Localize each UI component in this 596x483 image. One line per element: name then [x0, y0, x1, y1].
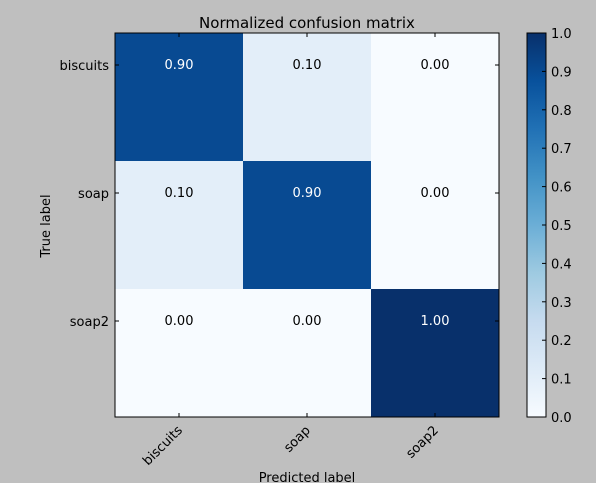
cell-value-label: 1.00: [421, 314, 450, 329]
colorbar-tick-label: 0.5: [551, 219, 572, 234]
matrix-cell-labels: 0.90 0.10 0.00 0.10 0.90 0.00 0.00 0.00 1.00: [165, 58, 450, 329]
colorbar-tick-label: 0.1: [551, 373, 572, 388]
x-axis-label: Predicted label: [259, 471, 356, 483]
colorbar-tick-label: 0.6: [551, 181, 572, 196]
cell-value-label: 0.90: [165, 58, 194, 73]
x-tick-label: soap: [281, 423, 313, 455]
matrix-cell-soap-soap2: [371, 161, 499, 289]
colorbar-tick-label: 0.9: [551, 65, 572, 80]
cell-value-label: 0.10: [165, 186, 194, 201]
cell-value-label: 0.00: [293, 314, 322, 329]
colorbar-tick-label: 1.0: [551, 27, 572, 42]
matrix-cell-biscuits-soap2: [371, 33, 499, 161]
matrix-cells: [115, 33, 499, 417]
y-tick-label: soap: [78, 187, 109, 202]
colorbar-ticks: 0.0 0.1 0.2 0.3 0.4 0.5 0.6 0.7 0.8 0.9 1.0: [542, 27, 572, 426]
cell-value-label: 0.00: [421, 186, 450, 201]
matrix-cell-soap2-soap2: [371, 289, 499, 417]
y-tick-label: soap2: [70, 315, 109, 330]
colorbar-tick-label: 0.3: [551, 296, 572, 311]
matrix-cell-soap-soap: [243, 161, 371, 289]
x-tick-label: soap2: [403, 423, 441, 461]
y-axis-label: True label: [39, 194, 54, 258]
matrix-cell-biscuits-soap: [243, 33, 371, 161]
cell-value-label: 0.00: [165, 314, 194, 329]
matrix-cell-soap2-biscuits: [115, 289, 243, 417]
colorbar-tick-label: 0.2: [551, 334, 572, 349]
cell-value-label: 0.00: [421, 58, 450, 73]
y-axis-ticks: biscuits soap soap2: [59, 59, 499, 330]
colorbar-tick-label: 0.7: [551, 142, 572, 157]
matrix-cell-soap2-soap: [243, 289, 371, 417]
y-tick-label: biscuits: [59, 59, 109, 74]
colorbar-tick-label: 0.8: [551, 104, 572, 119]
matrix-cell-biscuits-biscuits: [115, 33, 243, 161]
chart-title: Normalized confusion matrix: [199, 14, 415, 32]
cell-value-label: 0.90: [293, 186, 322, 201]
x-tick-label: biscuits: [140, 423, 186, 469]
colorbar-tick-label: 0.4: [551, 257, 572, 272]
matrix-cell-soap-biscuits: [115, 161, 243, 289]
cell-value-label: 0.10: [293, 58, 322, 73]
colorbar-tick-label: 0.0: [551, 411, 572, 426]
